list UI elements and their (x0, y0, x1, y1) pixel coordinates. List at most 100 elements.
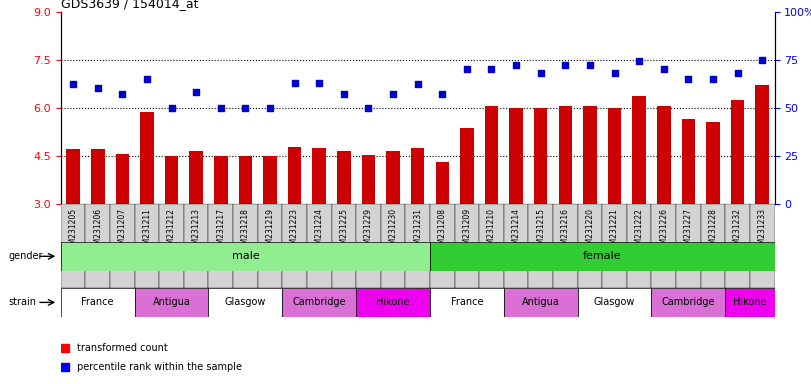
Bar (110, 204, 135, 288)
Text: female: female (583, 251, 621, 262)
Text: Hikone: Hikone (733, 297, 766, 308)
Text: GSM231227: GSM231227 (684, 208, 693, 254)
Text: GSM231218: GSM231218 (241, 208, 250, 253)
Text: GSM231224: GSM231224 (315, 208, 324, 254)
Bar (460, 128, 474, 204)
Point (608, 70, 621, 76)
Bar (485, 106, 498, 204)
Text: GSM231215: GSM231215 (536, 208, 545, 254)
Text: GSM231220: GSM231220 (586, 208, 594, 254)
Point (411, 81, 424, 88)
Text: GSM231205: GSM231205 (69, 208, 78, 254)
Bar (430, 204, 455, 288)
Text: transformed count: transformed count (77, 343, 168, 353)
Text: GSM231210: GSM231210 (487, 208, 496, 254)
Bar (755, 85, 769, 204)
Bar (504, 204, 529, 288)
Bar (509, 108, 523, 204)
Bar (559, 106, 572, 204)
Point (436, 91, 448, 97)
Text: GSM231211: GSM231211 (143, 208, 152, 253)
Point (165, 104, 178, 111)
Bar (651, 204, 676, 288)
Text: Antigua: Antigua (152, 297, 191, 308)
Point (288, 79, 301, 86)
Bar (436, 162, 449, 204)
Bar (633, 96, 646, 204)
Bar (504, 288, 577, 317)
Bar (208, 204, 233, 288)
Text: GSM231225: GSM231225 (339, 208, 349, 254)
Text: GDS3639 / 154014_at: GDS3639 / 154014_at (61, 0, 199, 10)
Text: GSM231221: GSM231221 (610, 208, 619, 253)
Bar (61, 242, 430, 271)
Bar (208, 288, 282, 317)
Bar (61, 288, 135, 317)
Bar (750, 204, 775, 288)
Text: strain: strain (8, 297, 36, 308)
Bar (455, 204, 479, 288)
Bar (479, 204, 504, 288)
Text: GSM231213: GSM231213 (191, 208, 200, 254)
Text: Glasgow: Glasgow (225, 297, 266, 308)
Bar (184, 204, 208, 288)
Point (337, 91, 350, 97)
Point (509, 62, 522, 68)
Text: GSM231230: GSM231230 (388, 208, 397, 254)
Text: Cambridge: Cambridge (662, 297, 715, 308)
Bar (430, 242, 775, 271)
Point (239, 104, 252, 111)
Bar (725, 204, 750, 288)
Point (682, 76, 695, 82)
Text: Antigua: Antigua (521, 297, 560, 308)
Text: GSM231231: GSM231231 (413, 208, 423, 254)
Point (294, 92, 307, 98)
Text: Cambridge: Cambridge (293, 297, 346, 308)
Point (461, 66, 474, 72)
Point (92, 85, 105, 91)
Point (387, 91, 400, 97)
Bar (264, 156, 277, 204)
Bar (190, 151, 203, 204)
Bar (731, 99, 744, 204)
Bar (135, 288, 208, 317)
Bar (356, 204, 380, 288)
Text: GSM231219: GSM231219 (265, 208, 274, 254)
Bar (380, 204, 406, 288)
Bar (337, 151, 350, 204)
Point (294, 267, 307, 273)
Point (633, 58, 646, 65)
Text: GSM231216: GSM231216 (561, 208, 570, 254)
Bar (282, 204, 307, 288)
Bar (529, 204, 553, 288)
Bar (159, 204, 184, 288)
Bar (607, 108, 621, 204)
Bar (725, 288, 775, 317)
Text: gender: gender (8, 251, 43, 262)
Text: GSM231212: GSM231212 (167, 208, 176, 253)
Bar (411, 149, 424, 204)
Text: GSM231209: GSM231209 (462, 208, 471, 254)
Bar (356, 288, 430, 317)
Text: GSM231207: GSM231207 (118, 208, 127, 254)
Text: GSM231233: GSM231233 (757, 208, 766, 254)
Text: GSM231208: GSM231208 (438, 208, 447, 254)
Point (485, 66, 498, 72)
Bar (406, 204, 430, 288)
Point (116, 91, 129, 97)
Text: France: France (451, 297, 483, 308)
Bar (140, 113, 154, 204)
Text: GSM231217: GSM231217 (217, 208, 225, 254)
Bar (362, 155, 375, 204)
Text: GSM231206: GSM231206 (93, 208, 102, 254)
Text: GSM231226: GSM231226 (659, 208, 668, 254)
Text: GSM231229: GSM231229 (364, 208, 373, 254)
Text: GSM231232: GSM231232 (733, 208, 742, 254)
Text: GSM231222: GSM231222 (635, 208, 644, 253)
Bar (233, 204, 258, 288)
Bar (706, 122, 719, 204)
Text: Glasgow: Glasgow (594, 297, 635, 308)
Bar (651, 288, 725, 317)
Bar (332, 204, 356, 288)
Bar (553, 204, 577, 288)
